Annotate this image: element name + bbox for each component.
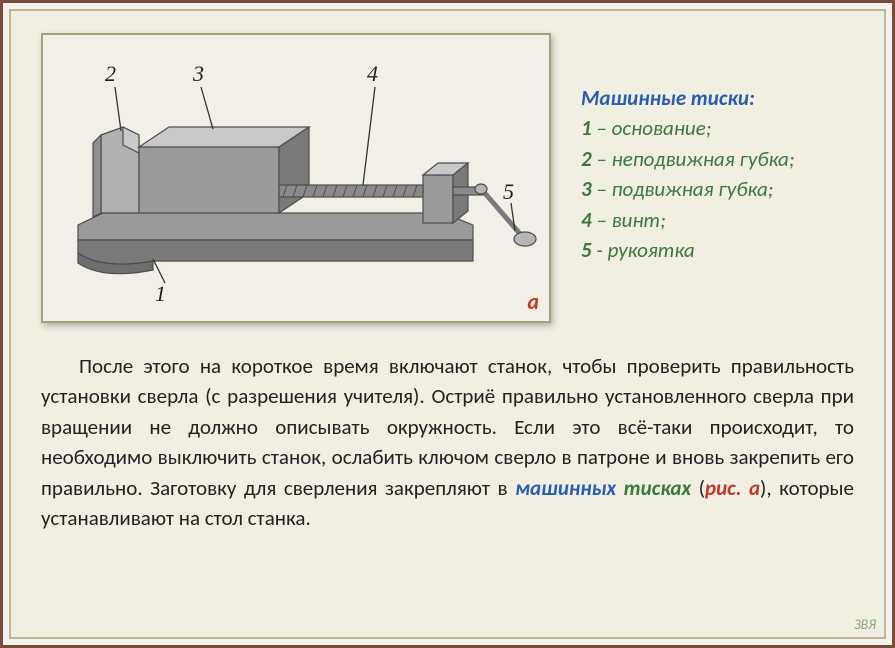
legend-title: Машинные тиски: [581,83,794,113]
vise-diagram: 1 2 3 4 5 [43,35,553,325]
term-tiskah: тисках [624,475,691,501]
legend-item-2: 2 – неподвижная губка; [581,144,794,174]
body-paragraph: После этого на короткое время включают с… [41,351,854,534]
callout-3: 3 [192,61,204,86]
corner-mark: ЗВЯ [854,616,876,633]
legend: Машинные тиски: 1 – основание; 2 – непод… [581,83,794,266]
figure-label: а [527,288,539,315]
legend-item-3: 3 – подвижная губка; [581,174,794,204]
callout-1: 1 [155,281,166,306]
callout-5: 5 [503,179,514,204]
legend-item-1: 1 – основание; [581,113,794,143]
callout-2: 2 [105,61,116,86]
inner-frame: 1 2 3 4 5 а Машинные тиски: 1 – основани… [9,9,886,639]
callout-4: 4 [367,61,378,86]
para-text-2: ( [691,475,705,501]
legend-item-5: 5 - рукоятка [581,235,794,265]
fig-reference: рис. а [705,475,760,501]
outer-frame: 1 2 3 4 5 а Машинные тиски: 1 – основани… [0,0,895,648]
top-row: 1 2 3 4 5 а Машинные тиски: 1 – основани… [41,33,854,323]
figure-box: 1 2 3 4 5 а [41,33,551,323]
legend-item-4: 4 – винт; [581,205,794,235]
term-mashinnyh: машинных [515,475,616,501]
